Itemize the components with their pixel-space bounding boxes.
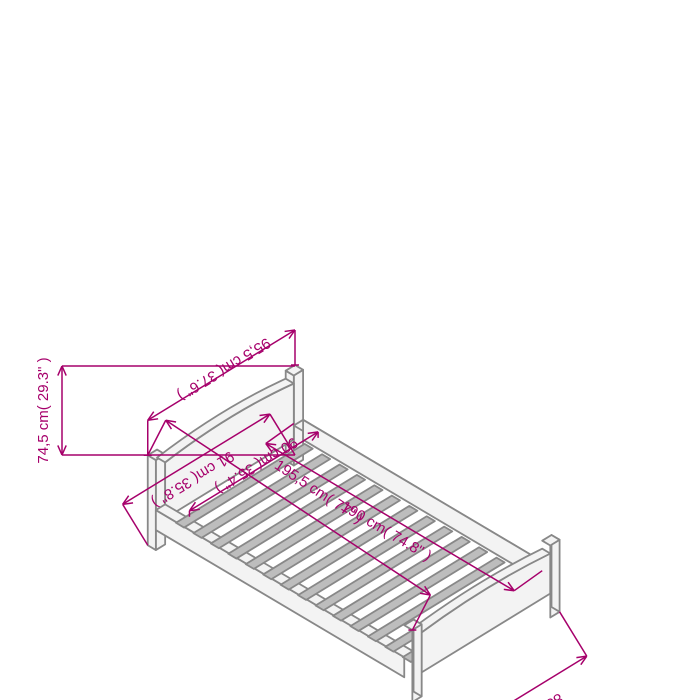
dim-foot_width: 88 cm( 34.6" )	[477, 689, 566, 700]
svg-text:74,5 cm( 29.3" ): 74,5 cm( 29.3" )	[35, 357, 52, 463]
dim-height_left: 74,5 cm( 29.3" )	[35, 357, 52, 463]
svg-text:88 cm( 34.6" ): 88 cm( 34.6" )	[477, 689, 566, 700]
